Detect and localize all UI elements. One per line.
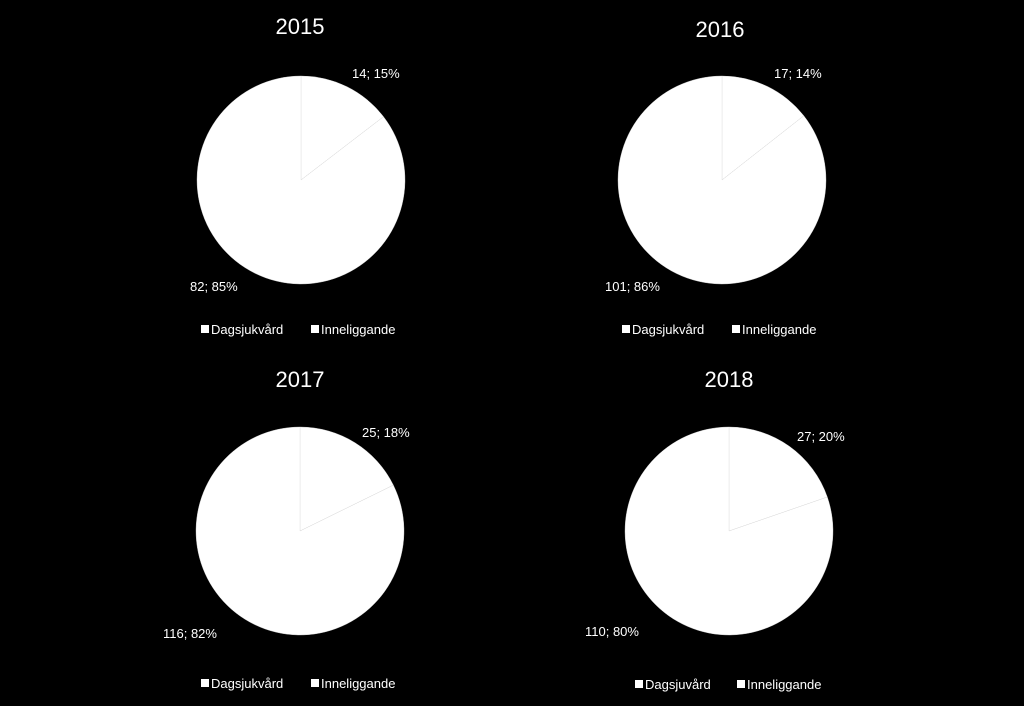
data-label-inneliggande: 17; 14% (774, 66, 822, 81)
legend: Dagsjukvård Inneliggande (201, 322, 395, 337)
pie-slice-dagsjukvard (196, 75, 406, 285)
data-label-dagsjukvard: 116; 82% (163, 626, 217, 641)
legend-swatch-dagsjukvard (201, 325, 209, 333)
legend-swatch-inneliggande (311, 679, 319, 687)
legend-swatch-inneliggande (732, 325, 740, 333)
data-label-dagsjukvard: 110; 80% (585, 624, 639, 639)
pie-slices (195, 426, 405, 636)
legend-label-dagsjukvard: Dagsjukvård (632, 322, 704, 337)
data-label-inneliggande: 25; 18% (362, 425, 410, 440)
chart-title: 2015 (276, 14, 325, 39)
pie-slices (624, 426, 834, 636)
pie-slices (196, 75, 406, 285)
pie-slice-inneliggande (721, 75, 805, 181)
pie-chart-2015: 2015 14; 15% 82; 85% Dagsjukvård Innelig… (190, 14, 406, 337)
chart-title: 2016 (696, 17, 745, 42)
data-label-inneliggande: 14; 15% (352, 66, 400, 81)
legend-label-inneliggande: Inneliggande (742, 322, 816, 337)
legend: Dagsjukvård Inneliggande (201, 676, 395, 691)
legend-swatch-inneliggande (311, 325, 319, 333)
legend-swatch-inneliggande (737, 680, 745, 688)
pie-chart-2017: 2017 25; 18% 116; 82% Dagsjukvård Inneli… (163, 367, 410, 691)
pie-chart-2018: 2018 27; 20% 110; 80% Dagsjuvård Innelig… (585, 367, 845, 692)
pie-chart-2016: 2016 17; 14% 101; 86% Dagsjukvård Inneli… (605, 17, 827, 337)
pie-slices (617, 75, 827, 285)
legend-label-inneliggande: Inneliggande (321, 322, 395, 337)
legend-label-dagsjukvard: Dagsjukvård (211, 676, 283, 691)
data-label-dagsjukvard: 101; 86% (605, 279, 660, 294)
legend-swatch-dagsjuvard (635, 680, 643, 688)
data-label-dagsjukvard: 82; 85% (190, 279, 238, 294)
pie-slice-inneliggande (728, 426, 828, 532)
pie-slice-dagsjukvard (195, 426, 405, 636)
legend: Dagsjuvård Inneliggande (635, 677, 821, 692)
legend-label-inneliggande: Inneliggande (321, 676, 395, 691)
legend-label-inneliggande: Inneliggande (747, 677, 821, 692)
chart-title: 2017 (276, 367, 325, 392)
pie-slice-inneliggande (299, 426, 394, 532)
pie-slice-dagsjukvard (617, 75, 827, 285)
data-label-inneliggande: 27; 20% (797, 429, 845, 444)
legend-swatch-dagsjukvard (622, 325, 630, 333)
legend-label-dagsjuvard: Dagsjuvård (645, 677, 711, 692)
legend: Dagsjukvård Inneliggande (622, 322, 816, 337)
legend-label-dagsjukvard: Dagsjukvård (211, 322, 283, 337)
legend-swatch-dagsjukvard (201, 679, 209, 687)
pie-slice-inneliggande (300, 75, 384, 181)
pie-slice-dagsjuvard (624, 426, 834, 636)
chart-title: 2018 (705, 367, 754, 392)
